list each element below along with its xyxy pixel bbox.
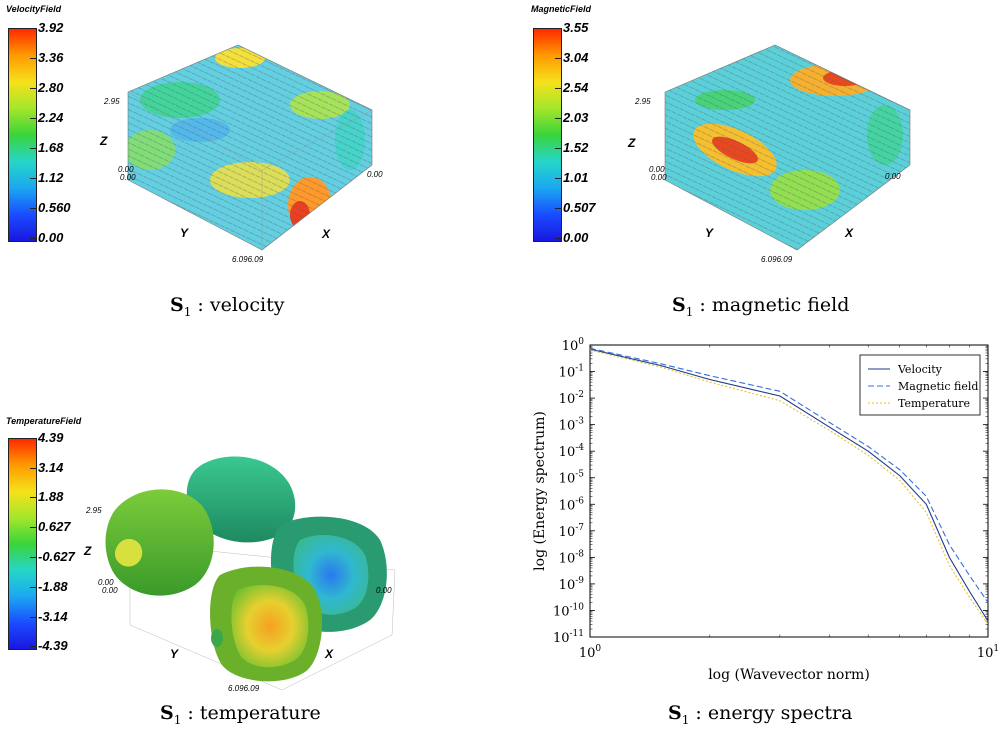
plot-frame	[589, 344, 989, 638]
magnetic-panel: MagneticField 3.55 3.04 2.54 2.03 1.52 1…	[525, 0, 945, 300]
y-tick-label: 10-10	[553, 602, 584, 619]
magnetic-tick: 0.00	[554, 230, 589, 245]
magnetic-axis-x: X	[845, 226, 854, 240]
spectra-panel: 100 10-1 10-2 10-3 10-4 10-5 10-6 10-7 10-8 10-9 1…	[530, 330, 998, 700]
temperature-tick: -4.39	[30, 638, 68, 653]
magnetic-axis-z: Z	[628, 136, 636, 150]
magnetic-tick: 3.04	[554, 50, 589, 65]
y-tick-label: 10-9	[559, 576, 585, 593]
temperature-zmin: 0.00	[98, 578, 114, 587]
velocity-axis-z: Z	[100, 134, 108, 148]
velocity-field-render	[127, 44, 373, 251]
magnetic-xmin: 0.00	[885, 172, 901, 181]
y-tick-label: 10-5	[559, 470, 585, 487]
velocity-panel: VelocityField 3.92 3.36 2.80 2.24 1.68 1…	[0, 0, 420, 300]
series-line-velocity	[589, 348, 989, 622]
velocity-tick: 2.80	[29, 80, 64, 95]
y-tick-label: 10-7	[559, 523, 585, 540]
velocity-ymin: 0.00	[120, 173, 136, 182]
magnetic-axis-y: Y	[705, 226, 714, 240]
velocity-zmin: 0.00	[118, 165, 134, 174]
temperature-colorbar	[8, 438, 37, 650]
temperature-axis-y: Y	[170, 647, 179, 661]
x-tick-label: 100	[579, 644, 602, 661]
spectra-caption: S1 : energy spectra	[668, 702, 853, 727]
y-tick-label: 10-1	[559, 364, 584, 381]
velocity-zmax: 2.95	[104, 97, 120, 106]
temperature-tick: 4.39	[29, 430, 64, 445]
temperature-tick: -0.627	[30, 549, 75, 564]
magnetic-tick: 1.01	[554, 170, 589, 185]
series-line-magnetic-field	[589, 347, 989, 603]
velocity-tick: 0.560	[30, 200, 71, 215]
temperature-corner: 6.096.09	[228, 684, 260, 693]
velocity-colorbar	[8, 28, 37, 242]
legend-box	[859, 354, 981, 416]
temperature-xmin: 0.00	[376, 586, 392, 595]
magnetic-caption: S1 : magnetic field	[672, 294, 850, 319]
temperature-tick: 1.88	[29, 489, 64, 504]
temperature-tick: 3.14	[29, 460, 64, 475]
temperature-tick: -1.88	[30, 579, 68, 594]
velocity-xmin: 0.00	[367, 170, 383, 179]
y-tick-label: 10-11	[553, 629, 584, 646]
legend-label: Magnetic field	[898, 380, 978, 393]
magnetic-ymin: 0.00	[651, 173, 667, 182]
energy-spectra-chart: 100 10-1 10-2 10-3 10-4 10-5 10-6 10-7 10-8 10-9 1…	[532, 337, 998, 683]
magnetic-tick: 1.52	[554, 140, 589, 155]
series-line-temperature	[589, 349, 989, 625]
temperature-tick: -3.14	[30, 609, 68, 624]
temperature-axis-z: Z	[84, 544, 92, 558]
temperature-ymin: 0.00	[102, 586, 118, 595]
magnetic-tick: 2.03	[554, 110, 589, 125]
x-axis-label: log (Wavevector norm)	[708, 667, 870, 683]
temperature-panel: TemperatureField 4.39 3.14 1.88 0.627 -0…	[0, 410, 420, 700]
magnetic-field-render	[664, 44, 911, 251]
y-tick-label: 10-4	[559, 443, 585, 460]
legend-label: Velocity	[897, 363, 943, 376]
magnetic-tick: 3.55	[554, 20, 589, 35]
velocity-tick: 2.24	[29, 110, 64, 125]
velocity-corner: 6.096.09	[232, 255, 264, 264]
velocity-axis-x: X	[322, 227, 331, 241]
y-tick-label: 100	[562, 337, 585, 354]
velocity-tick: 3.36	[29, 50, 64, 65]
temperature-axis-x: X	[325, 647, 334, 661]
velocity-tick: 1.68	[29, 140, 64, 155]
y-tick-label: 10-8	[559, 549, 585, 566]
velocity-tick: 1.12	[29, 170, 64, 185]
velocity-caption: S1 : velocity	[170, 294, 285, 319]
magnetic-tick: 2.54	[554, 80, 589, 95]
magnetic-colorbar-title: MagneticField	[531, 4, 592, 14]
temperature-caption: S1 : temperature	[160, 702, 321, 727]
velocity-tick: 0.00	[29, 230, 64, 245]
y-tick-label: 10-2	[559, 390, 584, 407]
velocity-axis-y: Y	[180, 226, 189, 240]
temperature-isosurface-render	[105, 456, 396, 691]
magnetic-zmax: 2.95	[635, 97, 651, 106]
temperature-tick: 0.627	[30, 519, 71, 534]
magnetic-zmin: 0.00	[649, 165, 665, 174]
velocity-tick: 3.92	[29, 20, 64, 35]
y-tick-label: 10-3	[559, 417, 585, 434]
magnetic-colorbar	[533, 28, 562, 242]
magnetic-corner: 6.096.09	[761, 255, 793, 264]
velocity-colorbar-title: VelocityField	[6, 4, 62, 14]
x-tick-label: 101	[977, 644, 998, 661]
y-tick-label: 10-6	[559, 496, 585, 513]
temperature-colorbar-title: TemperatureField	[6, 416, 82, 426]
magnetic-tick: 0.507	[555, 200, 596, 215]
temperature-zmax: 2.95	[86, 506, 102, 515]
y-axis-label: log (Energy spectrum)	[532, 411, 548, 571]
legend-label: Temperature	[898, 397, 970, 410]
